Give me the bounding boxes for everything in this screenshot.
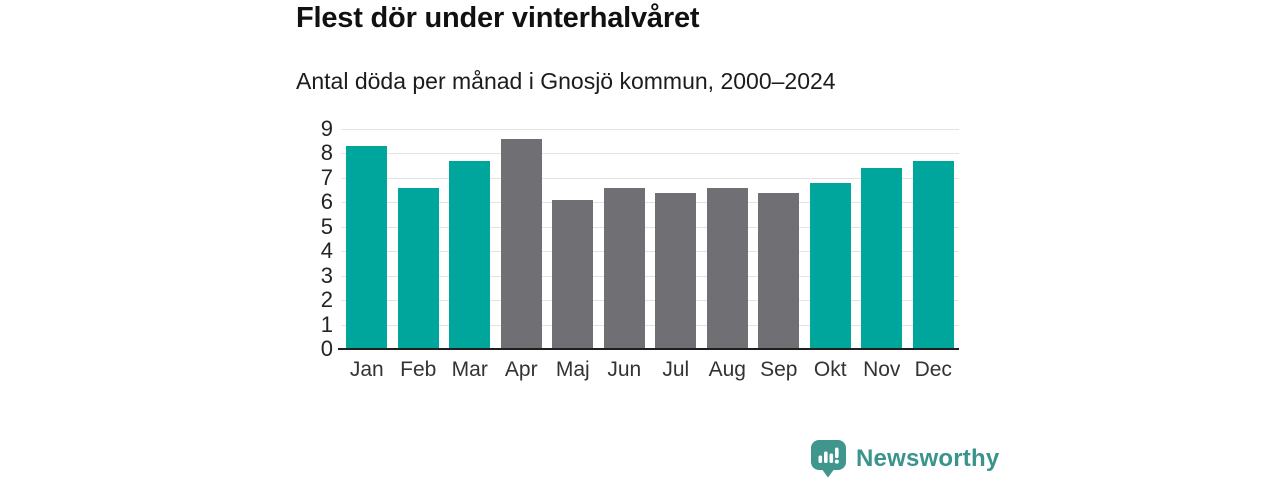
x-axis-label-feb: Feb — [400, 358, 437, 381]
bar-slot — [496, 129, 548, 349]
bar-slot — [702, 129, 754, 349]
x-axis-label-mar: Mar — [451, 358, 488, 381]
y-axis-tick-label: 5 — [320, 213, 333, 239]
bar-mar — [449, 160, 491, 349]
chart-subtitle: Antal döda per månad i Gnosjö kommun, 20… — [296, 68, 836, 94]
bar-aug — [706, 187, 748, 349]
bar-sep — [758, 192, 800, 349]
gridline — [341, 251, 959, 253]
bar-slot — [444, 129, 496, 349]
x-axis-label-aug: Aug — [708, 358, 746, 381]
y-axis-tick-label: 4 — [320, 238, 333, 264]
gridline — [341, 129, 959, 130]
x-axis-label-dec: Dec — [914, 358, 952, 381]
y-axis-tick-label: 3 — [320, 262, 333, 288]
bar-slot — [341, 129, 393, 349]
bar-slot — [547, 129, 599, 349]
x-axis-label-nov: Nov — [863, 358, 901, 381]
y-axis-tick-label: 7 — [320, 164, 333, 190]
x-axis-label-maj: Maj — [555, 358, 590, 381]
newsworthy-logo-icon — [811, 440, 846, 478]
x-axis-label-sep: Sep — [760, 358, 798, 381]
gridline — [341, 275, 959, 277]
bar-slot — [805, 129, 857, 349]
bar-slot — [393, 129, 445, 349]
gridline — [341, 300, 959, 302]
gridline — [341, 202, 959, 204]
y-axis-tick-label: 2 — [320, 287, 333, 313]
x-axis-label-jan: Jan — [349, 358, 384, 381]
x-axis-label-jun: Jun — [607, 358, 642, 381]
brand-footer[interactable]: Newsworthy — [810, 439, 999, 478]
x-axis-line — [338, 348, 959, 350]
y-axis-tick-label: 9 — [320, 116, 333, 141]
bar-slot — [650, 129, 702, 349]
bar-slot — [599, 129, 651, 349]
y-axis-tick-label: 1 — [320, 311, 333, 337]
bar-okt — [809, 182, 851, 349]
bar-maj — [552, 199, 594, 349]
bar-slot — [856, 129, 908, 349]
x-axis-label-okt: Okt — [813, 358, 847, 381]
bar-jun — [603, 187, 645, 349]
bar-feb — [397, 187, 439, 349]
bar-apr — [500, 138, 542, 349]
x-axis-labels: Jan Feb Mar Apr Maj Jun Jul Aug Sep Okt Nov Dec — [341, 358, 959, 382]
y-axis-tick-label: 0 — [320, 336, 333, 361]
bar-nov — [861, 168, 903, 349]
y-axis-tick-label: 6 — [320, 189, 333, 215]
bar-dec — [912, 160, 954, 349]
gridline — [341, 226, 959, 228]
brand-name: Newsworthy — [856, 444, 1000, 472]
x-axis-label-apr: Apr — [504, 358, 538, 381]
bar-jul — [655, 192, 697, 349]
bar-chart-plot — [338, 129, 959, 350]
bars-group — [341, 129, 959, 349]
y-axis-tick-label: 8 — [320, 140, 333, 166]
gridline — [341, 153, 959, 155]
gridline — [341, 324, 959, 326]
chart-title: Flest dör under vinterhalvåret — [296, 2, 700, 34]
bar-jan — [346, 146, 388, 349]
x-axis-label-jul: Jul — [662, 358, 690, 381]
bar-slot — [908, 129, 960, 349]
bar-slot — [753, 129, 805, 349]
gridline — [341, 177, 959, 179]
